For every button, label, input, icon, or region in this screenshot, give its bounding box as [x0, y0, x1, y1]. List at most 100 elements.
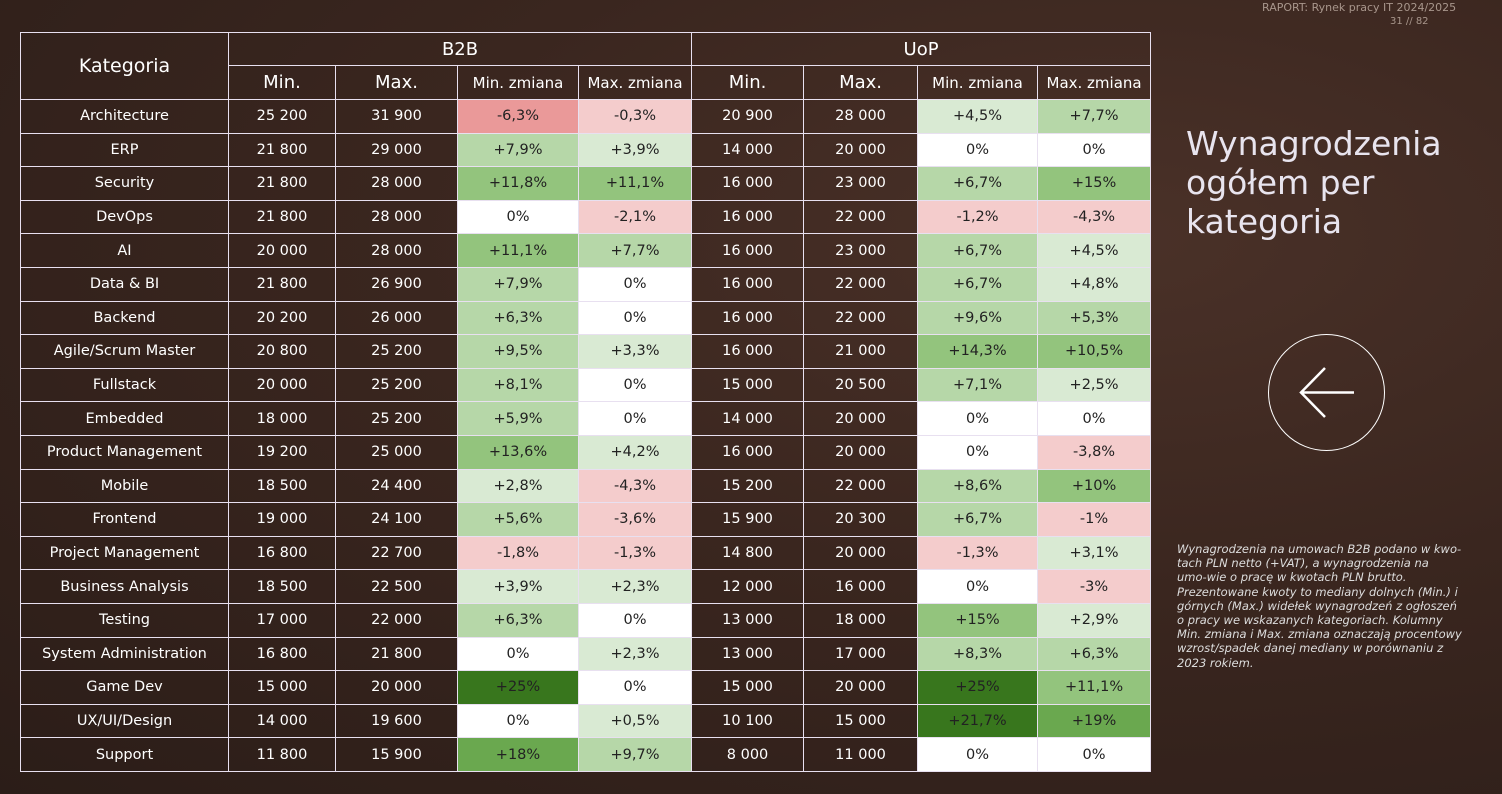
change-cell: +6,7%	[917, 266, 1039, 302]
salary-cell: 20 000	[335, 670, 458, 705]
salary-cell: 28 000	[335, 199, 458, 235]
change-cell: +8,6%	[917, 468, 1039, 504]
title-line: kategoria	[1186, 202, 1343, 241]
change-cell: +11,1%	[457, 233, 579, 268]
change-cell: 0%	[917, 132, 1039, 168]
salary-cell: 19 000	[228, 502, 336, 537]
arrow-left-icon	[1299, 367, 1354, 418]
change-cell: -1,2%	[917, 199, 1039, 235]
salary-cell: 24 100	[335, 502, 458, 537]
table-row: Project Management 16 800 22 700 -1,8% -1,3%…	[20, 535, 1152, 571]
change-cell: 0%	[1037, 401, 1152, 436]
change-cell: +21,7%	[917, 703, 1039, 739]
salary-cell: 16 000	[691, 233, 805, 268]
change-cell: +4,2%	[577, 434, 693, 470]
change-cell: 0%	[457, 703, 579, 739]
salary-cell: 19 600	[335, 703, 458, 739]
table-row: Frontend 19 000 24 100 +5,6% -3,6% 15 900 20 3…	[20, 502, 1152, 537]
salary-cell: 20 000	[803, 434, 919, 470]
change-cell: +11,1%	[577, 166, 693, 201]
change-cell: 0%	[1037, 132, 1152, 168]
category-cell: Game Dev	[20, 670, 229, 705]
category-cell: AI	[20, 233, 229, 268]
change-cell: +2,3%	[577, 569, 693, 604]
salary-cell: 20 500	[803, 367, 919, 403]
salary-cell: 18 500	[228, 569, 336, 604]
salary-cell: 28 000	[803, 99, 919, 134]
salary-cell: 25 200	[228, 99, 336, 134]
salary-cell: 15 200	[691, 468, 805, 504]
salary-cell: 12 000	[691, 569, 805, 604]
salary-cell: 20 000	[228, 367, 336, 403]
page-number: 31 // 82	[1390, 16, 1429, 27]
title-line: ogółem per	[1186, 163, 1375, 202]
change-cell: +0,5%	[577, 703, 693, 739]
change-cell: -4,3%	[577, 468, 693, 504]
salary-cell: 20 200	[228, 300, 336, 336]
salary-cell: 16 000	[803, 569, 919, 604]
salary-cell: 16 800	[228, 535, 336, 571]
salary-cell: 11 800	[228, 737, 336, 772]
subheader: Max. zmiana	[577, 65, 693, 100]
salary-cell: 13 000	[691, 636, 805, 672]
subheader: Max. zmiana	[1037, 65, 1152, 100]
salary-cell: 18 500	[228, 468, 336, 504]
change-cell: +9,7%	[577, 737, 693, 772]
category-cell: Agile/Scrum Master	[20, 334, 229, 369]
change-cell: 0%	[917, 401, 1039, 436]
change-cell: 0%	[917, 737, 1039, 772]
salary-cell: 15 000	[803, 703, 919, 739]
change-cell: -2,1%	[577, 199, 693, 235]
category-cell: Fullstack	[20, 367, 229, 403]
change-cell: +7,9%	[457, 266, 579, 302]
category-cell: Architecture	[20, 99, 229, 134]
back-button[interactable]	[1268, 334, 1385, 451]
salary-cell: 20 000	[803, 401, 919, 436]
salary-cell: 28 000	[335, 166, 458, 201]
change-cell: +3,9%	[577, 132, 693, 168]
change-cell: -1,3%	[577, 535, 693, 571]
category-cell: System Administration	[20, 636, 229, 672]
change-cell: 0%	[577, 367, 693, 403]
salary-cell: 23 000	[803, 166, 919, 201]
change-cell: +7,7%	[1037, 99, 1152, 134]
salary-cell: 26 000	[335, 300, 458, 336]
salary-cell: 22 000	[803, 266, 919, 302]
salary-cell: 21 000	[803, 334, 919, 369]
salary-cell: 22 000	[803, 300, 919, 336]
change-cell: +15%	[1037, 166, 1152, 201]
change-cell: +4,5%	[1037, 233, 1152, 268]
salary-cell: 25 200	[335, 401, 458, 436]
change-cell: +6,7%	[917, 166, 1039, 201]
subheader: Max.	[335, 65, 458, 100]
change-cell: +3,1%	[1037, 535, 1152, 571]
salary-cell: 25 200	[335, 367, 458, 403]
category-cell: DevOps	[20, 199, 229, 235]
salary-cell: 8 000	[691, 737, 805, 772]
salary-cell: 17 000	[228, 602, 336, 638]
table-row: AI 20 000 28 000 +11,1% +7,7% 16 000 23 000 +6,…	[20, 233, 1152, 268]
salary-cell: 20 000	[803, 535, 919, 571]
salary-cell: 24 400	[335, 468, 458, 504]
subheader: Max.	[803, 65, 919, 100]
category-cell: Support	[20, 737, 229, 772]
category-cell: Testing	[20, 602, 229, 638]
table-row: UX/UI/Design 14 000 19 600 0% +0,5% 10 100 15 …	[20, 703, 1152, 739]
salary-cell: 20 000	[803, 670, 919, 705]
salary-cell: 14 000	[228, 703, 336, 739]
salary-cell: 15 000	[691, 367, 805, 403]
change-cell: +5,9%	[457, 401, 579, 436]
table-row: Support 11 800 15 900 +18% +9,7% 8 000 11 000 0…	[20, 737, 1152, 772]
change-cell: -4,3%	[1037, 199, 1152, 235]
salary-cell: 22 000	[335, 602, 458, 638]
change-cell: +7,9%	[457, 132, 579, 168]
category-cell: Mobile	[20, 468, 229, 504]
change-cell: -1%	[1037, 502, 1152, 537]
salary-cell: 16 000	[691, 334, 805, 369]
change-cell: +5,6%	[457, 502, 579, 537]
table-row: Data & BI 21 800 26 900 +7,9% 0% 16 000 22 000…	[20, 266, 1152, 302]
change-cell: -3,6%	[577, 502, 693, 537]
change-cell: +8,3%	[917, 636, 1039, 672]
salary-table: Kategoria B2B UoP Min. Max. Min. zmiana Max…	[20, 32, 1152, 772]
salary-cell: 26 900	[335, 266, 458, 302]
